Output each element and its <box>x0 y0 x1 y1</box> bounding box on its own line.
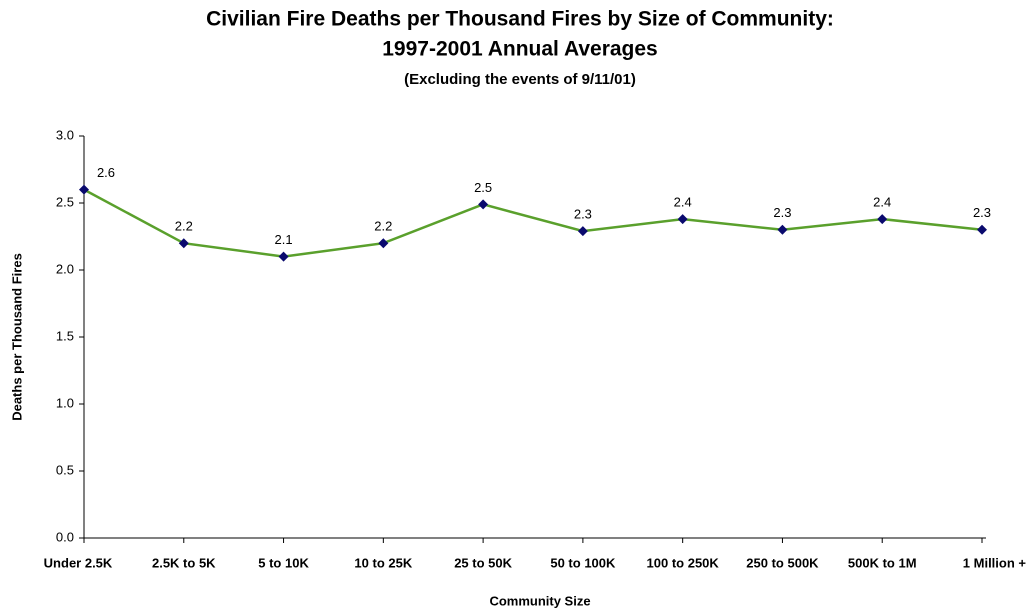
y-tick-label: 3.0 <box>56 127 74 142</box>
x-tick-label: 250 to 500K <box>746 555 819 570</box>
marker <box>278 251 289 262</box>
data-label: 2.3 <box>973 205 991 220</box>
marker <box>977 224 987 235</box>
line <box>83 188 983 258</box>
x-tick-label: 1 Million + <box>963 555 1027 570</box>
data-label: 2.5 <box>474 180 492 195</box>
x-tick-label: 2.5K to 5K <box>152 555 216 570</box>
marker <box>378 238 389 249</box>
marker <box>577 226 588 237</box>
x-tick-label: Under 2.5K <box>44 555 113 570</box>
x-tick-label: 500K to 1M <box>848 555 917 570</box>
marker <box>877 214 888 225</box>
chart-subtitle: (Excluding the events of 9/11/01) <box>404 71 636 88</box>
data-label: 2.3 <box>773 205 791 220</box>
data-label: 2.4 <box>873 195 891 210</box>
x-tick-label: 5 to 10K <box>258 555 309 570</box>
x-tick-label: 25 to 50K <box>454 555 512 570</box>
marker <box>677 214 688 225</box>
x-tick-label: 100 to 250K <box>647 555 720 570</box>
marker <box>79 184 89 195</box>
y-tick-label: 2.0 <box>56 261 74 276</box>
y-axis-label: Deaths per Thousand Fires <box>9 253 24 421</box>
y-tick-label: 1.5 <box>56 328 74 343</box>
y-tick-label: 0.5 <box>56 462 74 477</box>
marker <box>478 199 489 210</box>
data-label: 2.4 <box>674 195 692 210</box>
data-label: 2.6 <box>97 165 115 180</box>
marker <box>777 224 788 235</box>
marker <box>178 238 189 249</box>
data-label: 2.2 <box>374 219 392 234</box>
data-label: 2.3 <box>574 207 592 222</box>
x-tick-label: 50 to 100K <box>550 555 616 570</box>
chart-title: 1997-2001 Annual Averages <box>382 38 657 61</box>
data-label: 2.1 <box>275 232 293 247</box>
y-tick-label: 2.5 <box>56 194 74 209</box>
chart-title: Civilian Fire Deaths per Thousand Fires … <box>206 8 834 31</box>
y-tick-label: 0.0 <box>56 529 74 544</box>
x-axis-label: Community Size <box>489 593 590 608</box>
x-tick-label: 10 to 25K <box>354 555 412 570</box>
y-tick-label: 1.0 <box>56 395 74 410</box>
data-label: 2.2 <box>175 219 193 234</box>
